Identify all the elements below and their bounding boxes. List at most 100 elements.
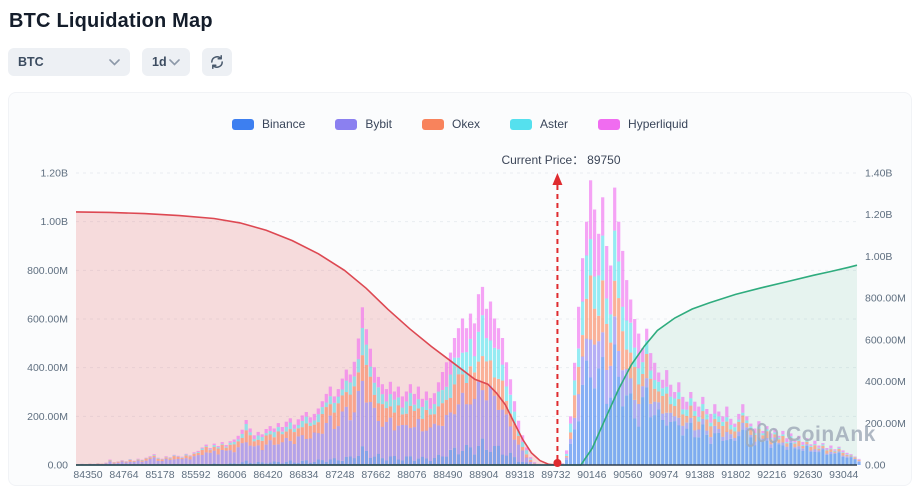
bar-segment-aster (685, 409, 689, 416)
legend-item-aster[interactable]: Aster (510, 117, 568, 131)
bar-segment-binance (581, 384, 585, 465)
bar-segment-bybit (689, 417, 693, 423)
x-axis-label: 91388 (685, 469, 714, 481)
bar-segment-aster (769, 437, 773, 440)
bar-segment-okex (144, 458, 148, 461)
bar-segment-okex (392, 412, 396, 431)
legend-item-hyperliquid[interactable]: Hyperliquid (598, 117, 688, 131)
bar-segment-bybit (589, 339, 593, 378)
bar-segment-okex (324, 407, 328, 423)
bar-segment-hyperliquid (328, 386, 332, 397)
bar-segment-binance (649, 417, 653, 465)
bar-segment-okex (508, 413, 513, 427)
bar-segment-bybit (789, 440, 793, 443)
bar-segment-hyperliquid (761, 430, 765, 434)
bar-segment-binance (496, 445, 501, 465)
bar-segment-aster (232, 441, 236, 445)
bar-segment-hyperliquid (665, 370, 669, 387)
bar-segment-hyperliquid (565, 450, 569, 454)
bar-segment-bybit (777, 442, 781, 445)
bar-segment-aster (360, 328, 364, 356)
bar-segment-hyperliquid (204, 444, 208, 446)
bar-segment-okex (665, 393, 669, 413)
legend-item-binance[interactable]: Binance (231, 117, 306, 131)
bar-segment-hyperliquid (352, 361, 356, 377)
bar-segment-hyperliquid (725, 406, 729, 418)
bar-segment-binance (661, 420, 665, 465)
bar-segment-okex (573, 395, 577, 418)
bar-segment-binance (809, 451, 813, 465)
bar-segment-bybit (244, 442, 248, 461)
bar-segment-bybit (140, 461, 144, 465)
liquidation-map-chart[interactable]: 1.20B 1.00B 800.00M 600.00M 400.00M 200.00M 0.… (9, 93, 913, 483)
bar-segment-okex (184, 455, 188, 459)
bar-segment-aster (452, 357, 457, 385)
bar-segment-okex (304, 423, 308, 439)
bar-segment-bybit (496, 409, 501, 446)
bar-segment-binance (240, 462, 244, 465)
bar-segment-aster (609, 314, 613, 343)
bar-segment-hyperliquid (581, 258, 585, 302)
bar-segment-hyperliquid (168, 457, 172, 458)
bar-segment-bybit (336, 426, 340, 461)
y-axis-left-label: 1.00B (41, 216, 68, 228)
legend-item-bybit[interactable]: Bybit (335, 117, 392, 131)
bar-segment-hyperliquid (400, 396, 404, 408)
bar-segment-binance (444, 456, 449, 465)
bar-segment-aster (404, 401, 408, 414)
bar-segment-binance (472, 454, 477, 465)
bar-segment-binance (769, 448, 773, 465)
bar-segment-hyperliquid (304, 412, 308, 417)
bar-segment-okex (801, 446, 805, 449)
bar-segment-hyperliquid (837, 446, 841, 448)
bar-segment-hyperliquid (404, 391, 408, 402)
x-axis-label: 91802 (721, 469, 750, 481)
bar-segment-binance (577, 421, 581, 465)
bar-segment-bybit (793, 447, 797, 449)
bar-segment-binance (589, 377, 593, 465)
bar-segment-okex (777, 439, 781, 443)
symbol-select[interactable]: BTC (8, 48, 130, 76)
legend-label: Binance (261, 117, 306, 131)
bar-segment-binance (633, 418, 637, 465)
refresh-button[interactable] (202, 48, 232, 76)
bar-segment-okex (460, 374, 465, 393)
bar-segment-okex (268, 434, 272, 441)
bar-segment-okex (384, 408, 388, 422)
bar-segment-aster (372, 382, 376, 395)
bar-segment-hyperliquid (833, 449, 837, 451)
interval-select[interactable]: 1d (142, 48, 190, 76)
bar-segment-okex (440, 403, 445, 426)
bar-segment-okex (733, 431, 737, 438)
bar-segment-aster (601, 235, 605, 281)
bar-segment-okex (412, 410, 416, 428)
bar-segment-okex (124, 461, 128, 463)
bar-segment-hyperliquid (677, 382, 681, 393)
symbol-select-value: BTC (18, 55, 44, 69)
bar-segment-binance (689, 422, 693, 465)
bar-segment-bybit (272, 444, 276, 462)
bar-segment-aster (412, 404, 416, 411)
bar-segment-bybit (757, 433, 761, 438)
bar-segment-bybit (328, 415, 332, 460)
bar-segment-binance (396, 459, 400, 465)
bar-segment-hyperliquid (312, 413, 316, 421)
legend-item-okex[interactable]: Okex (422, 117, 480, 131)
bar-segment-okex (320, 414, 324, 434)
x-axis-label: 86006 (217, 469, 246, 481)
bar-segment-aster (633, 347, 637, 367)
x-axis-label: 90146 (577, 469, 606, 481)
bar-segment-aster (793, 442, 797, 444)
bar-segment-binance (344, 457, 348, 465)
bar-segment-hyperliquid (841, 450, 845, 453)
x-axis-label: 86834 (289, 469, 318, 481)
bar-segment-bybit (312, 432, 316, 462)
bar-segment-binance (613, 344, 617, 465)
bar-segment-bybit (641, 386, 645, 397)
bar-segment-binance (621, 406, 625, 465)
bar-segment-okex (332, 412, 336, 429)
bar-segment-bybit (208, 452, 212, 465)
bar-segment-binance (424, 458, 428, 465)
bar-segment-bybit (212, 450, 216, 464)
bar-segment-okex (625, 349, 629, 369)
